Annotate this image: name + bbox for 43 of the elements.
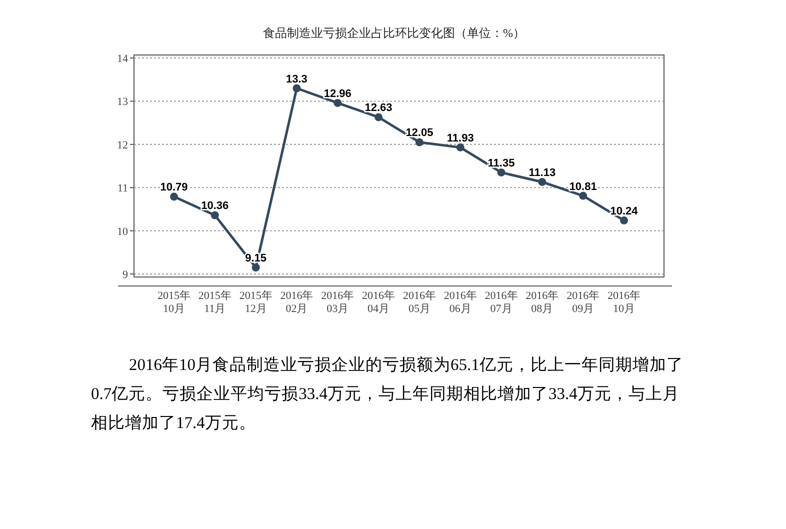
point <box>579 192 588 200</box>
data-label: 10.24 <box>610 205 639 218</box>
data-label: 10.36 <box>201 200 229 212</box>
x-tick-label: 2016年 07月 <box>484 290 518 315</box>
data-label: 13.3 <box>286 73 308 86</box>
x-tick-label: 2015年 12月 <box>239 290 272 315</box>
x-tick-label: 2016年 08月 <box>526 290 559 315</box>
point <box>170 192 178 201</box>
chart-title: 食品制造业亏损企业占比环比变化图（单位：%） <box>263 26 525 40</box>
y-tick-label: 9 <box>122 268 128 281</box>
point <box>252 264 260 272</box>
point <box>456 143 464 152</box>
x-tick-label: 2015年 11月 <box>198 290 232 315</box>
point <box>538 178 546 186</box>
x-tick-label: 2016年 05月 <box>402 290 436 315</box>
x-tick-label: 2016年 06月 <box>444 290 477 315</box>
data-label: 12.96 <box>324 88 352 100</box>
x-tick-label: 2016年 02月 <box>280 290 314 315</box>
y-tick-label: 10 <box>117 226 128 238</box>
point <box>210 211 219 220</box>
point <box>497 168 506 176</box>
point <box>620 216 628 224</box>
data-label: 12.63 <box>364 102 392 114</box>
point <box>334 98 342 107</box>
point <box>415 138 424 146</box>
x-tick-label: 2015年 10月 <box>158 290 190 315</box>
point <box>292 84 301 92</box>
x-tick-label: 2016年 03月 <box>321 290 354 315</box>
text: 2016年10月食品制造业亏损企业的亏损额为65.1亿元，比上一年同期增加了0.7亿元。亏损企业平均亏损33.4万元，与上年同期相比增加了33.4万元，与上月相比增加了17.4万元。 <box>91 354 684 434</box>
x-tick-label: 2016年 10月 <box>608 290 640 315</box>
data-label: 11.93 <box>446 132 474 144</box>
y-tick-label: 13 <box>117 96 128 108</box>
y-tick-label: 12 <box>117 139 128 152</box>
data-label: 11.13 <box>528 166 556 179</box>
data-label: 10.81 <box>569 180 597 193</box>
data-label: 11.35 <box>488 157 515 170</box>
x-tick-label: 2016年 09月 <box>566 290 600 315</box>
y-tick-label: 11 <box>117 182 128 195</box>
point <box>374 113 383 122</box>
data-label: 10.79 <box>160 182 188 194</box>
data-label: 12.05 <box>406 127 434 140</box>
y-tick-label: 14 <box>117 53 128 66</box>
x-tick-label: 2016年 04月 <box>362 290 396 315</box>
